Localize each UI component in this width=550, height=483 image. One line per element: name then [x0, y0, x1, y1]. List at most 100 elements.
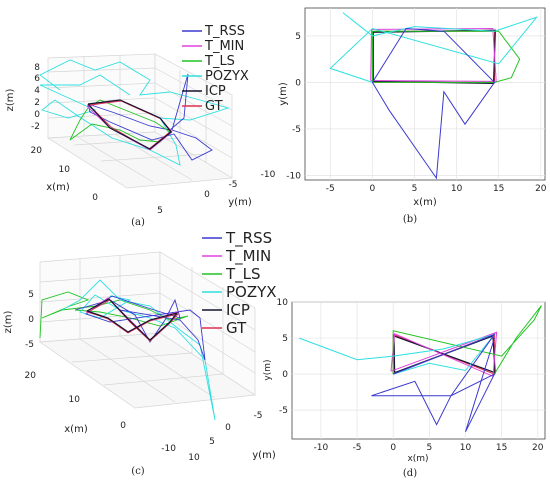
panel-b-y-label: y(m) — [278, 82, 289, 106]
panel-a-y-tick: -5 — [229, 180, 238, 190]
legend-c-tls: T_LS — [225, 265, 261, 284]
panel-a-legend: T_RSS T_MIN T_LS POZYX ICP GT — [182, 24, 249, 114]
panel-b-trace-t-rss — [371, 27, 496, 180]
panel-b-caption: (b) — [403, 214, 417, 225]
panel-c-x-label: x(m) — [64, 424, 88, 435]
panel-a-x-ticks: 20 10 0 — [31, 146, 99, 203]
legend-c-pozyx: POZYX — [226, 283, 277, 301]
panel-b-y-tick: -10 — [286, 171, 301, 181]
panel-c-z-tick: 5 — [28, 290, 34, 300]
panel-c-z-tick: -5 — [25, 340, 34, 350]
panel-c-x-ticks: 20 10 0 -10 — [25, 371, 177, 454]
panel-d-ticks: -10 -5 0 5 10 15 20 10 5 0 -5 — [277, 298, 544, 453]
panel-b-x-label: x(m) — [413, 197, 437, 208]
panel-a-trace-tls — [69, 99, 171, 143]
panel-a-y-tick: 5 — [157, 206, 163, 216]
panel-a-z-tick: 0 — [34, 110, 40, 120]
panel-b-trace-pozyx — [329, 12, 539, 83]
panel-a-z-tick: 6 — [34, 74, 40, 84]
panel-c-y-ticks: 10 5 0 -5 — [188, 411, 262, 463]
legend-a-pozyx: POZYX — [205, 69, 249, 84]
legend-a-icp: ICP — [205, 84, 226, 99]
panel-a-z-tick: -2 — [31, 122, 40, 132]
panel-a-traces — [39, 59, 230, 166]
panel-b-x-tick: 10 — [451, 184, 463, 194]
panel-d-y-tick: 5 — [282, 334, 288, 344]
panel-b-trace-t-min — [370, 27, 497, 82]
legend-c-gt: GT — [226, 319, 247, 337]
panel-d-frame — [291, 301, 546, 440]
panel-a-trace-trss — [87, 73, 213, 161]
panel-b-x-tick: 20 — [535, 184, 547, 194]
panel-c-legend: T_RSS T_MIN T_LS POZYX ICP GT — [202, 229, 277, 337]
panel-c-z-ticks: 5 0 -5 — [25, 290, 34, 350]
panel-a-z-label: z(m) — [5, 89, 16, 112]
panel-a-z-tick: 4 — [34, 86, 40, 96]
panel-d-x-tick: 20 — [532, 443, 544, 453]
panel-a-z-tick: 8 — [34, 63, 40, 73]
panel-d-x-tick: 15 — [496, 443, 507, 453]
panel-a-x-tick: 10 — [59, 165, 71, 175]
panel-a-y-tick: -10 — [261, 170, 276, 180]
legend-a-tls: T_LS — [204, 54, 235, 69]
panel-c-grid — [38, 251, 257, 409]
panel-a-z-tick: 2 — [34, 98, 40, 108]
panel-b-x-tick: 15 — [493, 184, 504, 194]
panel-c-trace-trss — [74, 295, 206, 361]
panel-d-trace-t-rss — [371, 333, 496, 433]
panel-a-x-tick: 0 — [92, 193, 98, 203]
panel-b-y-tick: 0 — [295, 78, 301, 88]
panel-d-x-tick: -10 — [314, 443, 329, 453]
panel-b-x-tick: 5 — [412, 184, 418, 194]
panel-b-traces — [329, 12, 539, 180]
panel-c-trace-icp — [86, 298, 179, 341]
legend-a-tmin: T_MIN — [204, 39, 244, 54]
panel-a-y-tick: 0 — [204, 190, 210, 200]
panel-b: -5 0 5 10 15 20 5 0 -5 -10 x(m) y(m) (b) — [278, 7, 547, 225]
panel-d-caption: (d) — [403, 468, 417, 479]
panel-a-grid — [46, 53, 234, 189]
panel-d-x-tick: 0 — [390, 443, 396, 453]
panel-a-x-tick: 20 — [31, 146, 43, 156]
panel-d-y-tick: 0 — [282, 370, 288, 380]
panel-c-x-tick: 0 — [120, 421, 126, 431]
panel-a-trace-pozyx — [39, 59, 230, 166]
panel-c-y-tick: 0 — [225, 423, 231, 433]
legend-c-tmin: T_MIN — [225, 247, 271, 266]
panel-c-x-tick: 10 — [69, 395, 81, 405]
panel-b-grid — [305, 8, 545, 180]
panel-b-frame — [304, 7, 546, 181]
panel-c-x-tick: 20 — [25, 371, 37, 381]
panel-c: 5 0 -5 z(m) 20 10 0 -10 x(m) 10 5 0 -5 y… — [3, 229, 277, 477]
panel-c-caption: (c) — [131, 466, 145, 477]
panel-d-traces — [299, 305, 542, 433]
panel-d-y-tick: -5 — [279, 406, 288, 416]
panel-a: 8 6 4 2 0 -2 z(m) 20 10 0 x(m) 5 0 -5 -1… — [5, 24, 276, 228]
legend-a-gt: GT — [205, 99, 223, 114]
panel-b-x-tick: 0 — [370, 184, 376, 194]
panel-c-y-tick: -5 — [254, 411, 263, 421]
panel-b-ticks: -5 0 5 10 15 20 5 0 -5 -10 — [286, 32, 546, 194]
panel-d-trace-pozyx — [299, 333, 496, 375]
panel-b-y-tick: 5 — [295, 32, 301, 42]
panel-a-trace-icp — [87, 99, 172, 150]
panel-d-x-tick: -5 — [353, 443, 362, 453]
panel-a-x-label: x(m) — [46, 182, 70, 193]
panel-c-y-tick: 5 — [209, 437, 215, 447]
panel-d-y-label: y(m) — [263, 359, 273, 380]
legend-c-icp: ICP — [226, 301, 250, 319]
panel-a-z-ticks: 8 6 4 2 0 -2 — [31, 63, 40, 132]
panel-c-traces — [39, 279, 216, 421]
panel-c-z-tick: 0 — [28, 315, 34, 325]
legend-a-trss: T_RSS — [204, 24, 245, 39]
panel-b-y-tick: -5 — [292, 125, 301, 135]
panel-d-x-tick: 5 — [426, 443, 432, 453]
panel-c-x-tick: -10 — [161, 444, 176, 454]
panel-d-x-tick: 10 — [460, 443, 472, 453]
panel-d-x-label: x(m) — [407, 454, 428, 464]
panel-d: -10 -5 0 5 10 15 20 10 5 0 -5 x(m) y(m) (d) — [263, 298, 546, 479]
panel-d-trace-t-ls — [392, 305, 542, 375]
panel-d-y-tick: 10 — [277, 298, 289, 308]
panel-c-z-label: z(m) — [3, 311, 14, 334]
